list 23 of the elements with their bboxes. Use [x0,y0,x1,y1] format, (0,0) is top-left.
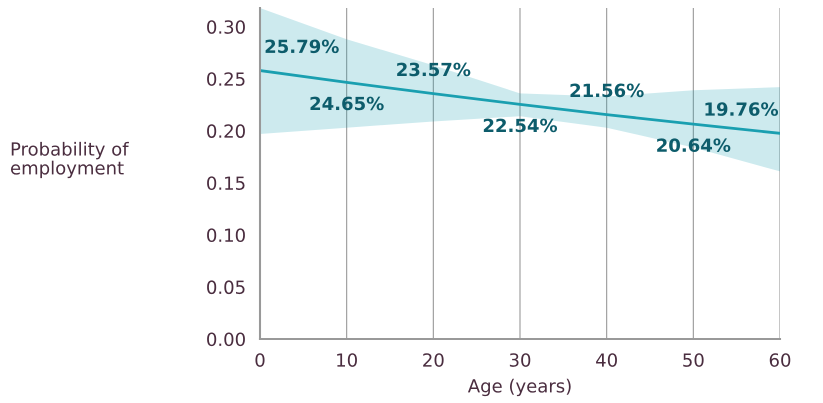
y-tick-label: 0.30 [207,20,245,34]
data-label: 24.65% [310,96,384,110]
y-tick-label: 0.05 [207,280,245,294]
x-tick-label: 0 [255,353,265,367]
y-tick-label: 0.10 [207,228,245,242]
x-tick-label: 40 [596,353,617,367]
y-tick-label: 0.15 [207,176,245,190]
y-tick-label: 0.25 [207,72,245,86]
x-axis-title: Age (years) [468,378,571,396]
x-tick-label: 20 [423,353,444,367]
x-tick-label: 60 [770,353,790,367]
x-tick-label: 10 [337,353,357,367]
x-tick-label: 50 [683,353,704,367]
data-label: 25.79% [266,40,339,54]
data-label: 23.57% [397,62,470,76]
data-label: 19.76% [705,102,778,116]
data-label: 20.64% [657,138,730,152]
y-tick-label: 0.00 [207,332,245,346]
data-label: 21.56% [570,84,644,98]
data-label: 22.54% [484,118,558,132]
y-tick-label: 0.20 [207,124,245,138]
x-tick-label: 30 [510,353,530,367]
y-axis-title: Probability of employment [10,142,129,178]
